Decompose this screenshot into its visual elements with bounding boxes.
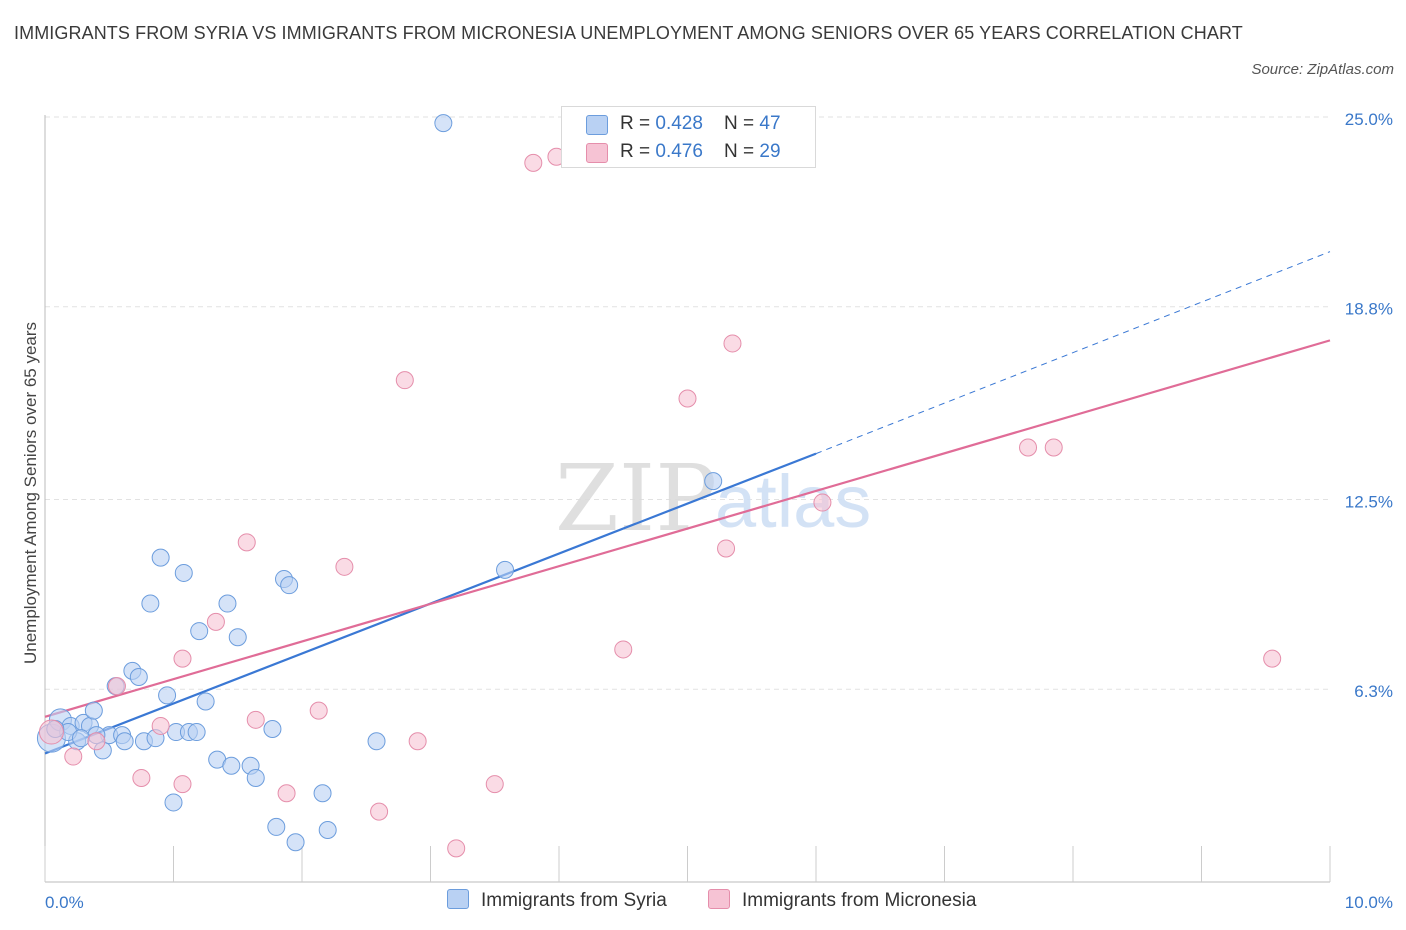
micronesia-swatch [586, 143, 608, 163]
micronesia-r-label: R = [620, 141, 656, 162]
micronesia-point-15 [395, 371, 414, 390]
y-tick-label-1: 12.5% [1345, 493, 1393, 512]
micronesia-point-4 [132, 768, 151, 787]
syria-point-40 [496, 560, 515, 579]
stats-legend: R = 0.428 N = 47 R = 0.476 N = 29 [561, 106, 816, 168]
syria-point-35 [286, 833, 305, 852]
syria-point-32 [267, 817, 286, 836]
syria-point-20 [174, 563, 193, 582]
syria-point-28 [228, 628, 247, 647]
source-label: Source: ZipAtlas.com [1251, 61, 1394, 78]
syria-point-36 [313, 784, 332, 803]
micronesia-point-28 [1263, 649, 1282, 668]
syria-swatch [586, 115, 608, 135]
micronesia-point-7 [173, 649, 192, 668]
syria-point-31 [263, 720, 282, 738]
data-points [36, 114, 1282, 858]
syria-point-26 [218, 594, 237, 613]
micronesia-point-2 [87, 732, 106, 751]
micronesia-point-6 [173, 775, 192, 794]
syria-point-38 [367, 732, 386, 751]
micronesia-point-21 [614, 640, 633, 659]
watermark-atlas: atlas [715, 460, 871, 543]
syria-n-label: N = [724, 113, 760, 134]
bottom-legend-micronesia: Immigrants from Micronesia [708, 889, 976, 912]
micronesia-point-19 [524, 153, 543, 172]
syria-point-22 [187, 723, 206, 742]
syria-point-23 [190, 622, 209, 641]
syria-legend-swatch [447, 889, 469, 909]
micronesia-point-0 [38, 719, 64, 745]
micronesia-point-12 [309, 701, 328, 720]
micronesia-point-10 [246, 710, 265, 729]
micronesia-point-26 [1019, 438, 1038, 457]
syria-point-30 [246, 768, 265, 787]
micronesia-point-23 [717, 539, 736, 558]
micronesia-point-27 [1044, 438, 1063, 457]
syria-r-label: R = [620, 113, 656, 134]
syria-point-41 [704, 472, 723, 491]
syria-n-value: 47 [759, 113, 781, 134]
micronesia-point-3 [107, 677, 126, 696]
syria-point-27 [222, 756, 241, 775]
micronesia-n-value: 29 [759, 141, 781, 162]
micronesia-point-18 [485, 775, 504, 794]
syria-point-14 [141, 594, 160, 613]
x-tick-label-0: 0.0% [45, 893, 84, 912]
y-tick-label-3: 25.0% [1345, 110, 1393, 129]
y-tick-label-2: 18.8% [1345, 300, 1393, 319]
watermark-zip: ZIP [555, 445, 717, 552]
y-tick-label-0: 6.3% [1354, 682, 1393, 701]
micronesia-point-14 [370, 802, 389, 821]
micronesia-point-9 [237, 533, 256, 552]
micronesia-r-value: 0.476 [655, 141, 703, 162]
syria-point-39 [434, 114, 453, 133]
micronesia-point-11 [277, 784, 296, 803]
micronesia-point-5 [151, 716, 170, 735]
axes [44, 115, 1331, 883]
micronesia-point-16 [408, 732, 427, 751]
chart-title: IMMIGRANTS FROM SYRIA VS IMMIGRANTS FROM… [14, 23, 1243, 43]
syria-point-10 [115, 732, 134, 751]
micronesia-point-13 [335, 557, 354, 576]
syria-point-17 [158, 686, 177, 705]
micronesia-point-1 [64, 747, 83, 766]
micronesia-n-label: N = [724, 141, 760, 162]
micronesia-point-22 [678, 389, 697, 408]
syria-point-24 [196, 692, 215, 711]
micronesia-point-17 [447, 839, 466, 858]
syria-point-16 [151, 548, 170, 567]
micronesia-trend-line [44, 339, 1331, 718]
syria-point-18 [164, 793, 183, 812]
syria-point-34 [280, 576, 299, 595]
syria-point-6 [84, 701, 103, 720]
syria-legend-label: Immigrants from Syria [481, 890, 667, 911]
syria-r-value: 0.428 [655, 113, 703, 134]
y-axis-label: Unemployment Among Seniors over 65 years [21, 322, 40, 664]
watermark: ZIP atlas [555, 445, 871, 552]
syria-point-37 [318, 820, 337, 839]
syria-point-46 [71, 729, 90, 748]
bottom-legend-syria: Immigrants from Syria [447, 889, 667, 912]
syria-point-12 [129, 667, 148, 686]
micronesia-point-8 [206, 612, 225, 631]
micronesia-point-24 [723, 334, 742, 353]
trend-lines [44, 251, 1331, 755]
tick-labels: 6.3% 12.5% 18.8% 25.0% 0.0% 10.0% [45, 110, 1393, 912]
syria-trend-extension [815, 251, 1331, 455]
micronesia-legend-label: Immigrants from Micronesia [742, 890, 977, 911]
micronesia-legend-swatch [708, 889, 730, 909]
micronesia-point-25 [813, 493, 832, 512]
x-tick-label-1: 10.0% [1345, 893, 1393, 912]
